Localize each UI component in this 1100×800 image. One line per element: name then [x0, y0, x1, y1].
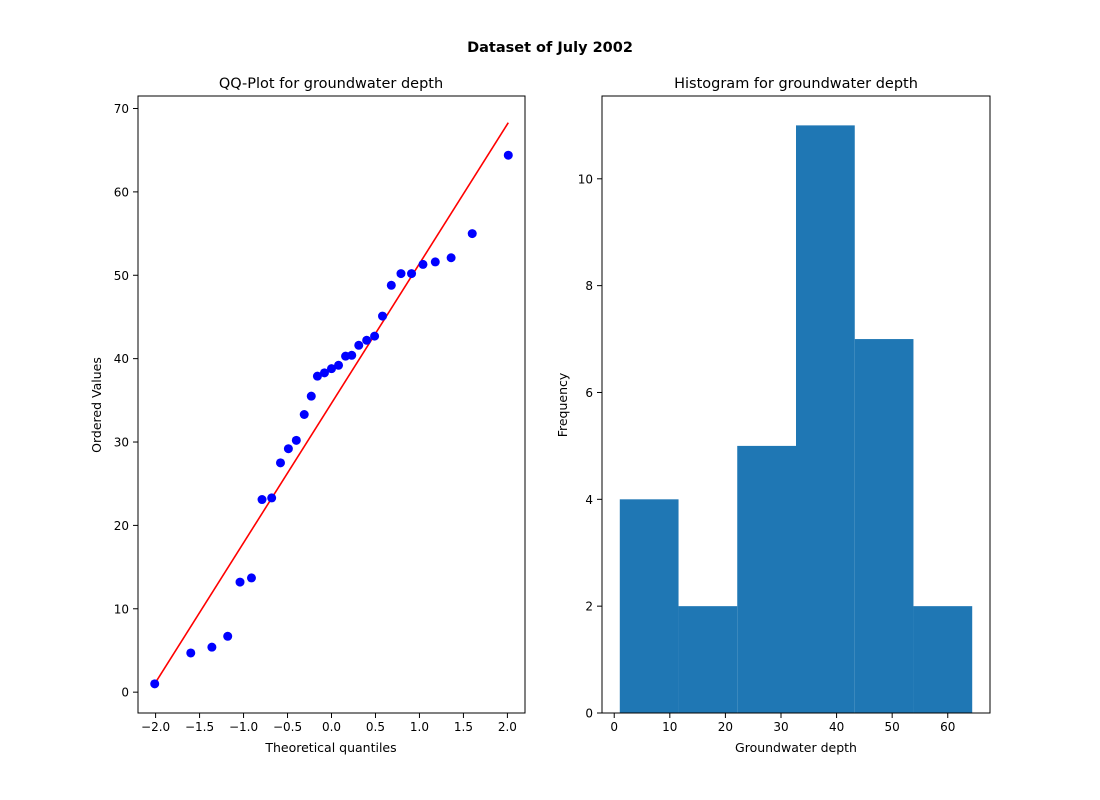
qq-point [396, 269, 406, 279]
qq-point [407, 269, 417, 279]
histogram-bar [913, 606, 973, 713]
histogram-y-tick-label: 10 [578, 172, 593, 186]
histogram-y-label: Frequency [555, 372, 570, 437]
qq-point [354, 340, 364, 350]
histogram-bar [678, 606, 738, 713]
qq-point [312, 371, 322, 381]
qq-plot-y-ticks: 0 10 20 30 40 50 60 70 [114, 102, 138, 700]
qq-plot-y-tick-label: 20 [114, 519, 129, 533]
histogram-y-tick-label: 4 [585, 493, 593, 507]
qq-plot-x-tick-label: −1.5 [185, 720, 214, 734]
qq-point [267, 493, 277, 503]
qq-point [150, 679, 160, 689]
qq-plot-marks [150, 122, 513, 689]
histogram-axes: Histogram for groundwater depth 0 10 20 30 4… [555, 76, 991, 755]
qq-plot-x-tick-label: 0.5 [366, 720, 385, 734]
qq-plot-x-tick-label: −0.5 [273, 720, 302, 734]
qq-point [334, 360, 344, 370]
qq-point [319, 368, 329, 378]
histogram-frame [601, 95, 991, 714]
histogram-x-tick-label: 0 [610, 720, 618, 734]
qq-point [223, 631, 233, 641]
qq-plot-x-ticks: −2.0 −1.5 −1.0 −0.5 0.0 0.5 1.0 1.5 2.0 [141, 713, 517, 734]
qq-plot-title: QQ-Plot for groundwater depth [219, 76, 443, 92]
histogram-bar [737, 445, 796, 713]
histogram-x-tick-label: 60 [940, 720, 955, 734]
qq-point [503, 150, 513, 160]
histogram-x-tick-label: 10 [662, 720, 677, 734]
qq-point [306, 391, 316, 401]
qq-point [235, 577, 245, 587]
histogram-x-tick-label: 50 [885, 720, 900, 734]
qq-fit-line [154, 122, 509, 685]
qq-point [275, 458, 285, 468]
histogram-x-tick-label: 30 [773, 720, 788, 734]
qq-plot-x-tick-label: −1.0 [229, 720, 258, 734]
qq-plot-y-label: Ordered Values [89, 357, 104, 453]
qq-plot-x-tick-label: 0.0 [322, 720, 341, 734]
histogram-y-tick-label: 8 [585, 279, 593, 293]
qq-point [299, 410, 309, 420]
qq-plot-x-tick-label: −2.0 [141, 720, 170, 734]
qq-plot-y-tick-label: 60 [114, 185, 129, 199]
qq-point [283, 444, 293, 454]
qq-point [186, 648, 196, 658]
qq-plot-y-tick-label: 70 [114, 102, 129, 116]
qq-plot-y-tick-label: 30 [114, 436, 129, 450]
qq-plot-x-label: Theoretical quantiles [264, 740, 396, 755]
qq-point [257, 495, 267, 505]
qq-point [467, 229, 477, 239]
qq-point [207, 642, 217, 652]
qq-point [246, 573, 256, 583]
histogram-bar [796, 125, 855, 713]
qq-plot-y-tick-label: 10 [114, 602, 129, 616]
histogram-title: Histogram for groundwater depth [674, 76, 918, 92]
qq-point [327, 364, 336, 374]
qq-point [446, 253, 456, 263]
qq-point [362, 335, 372, 345]
histogram-y-tick-label: 0 [585, 707, 593, 721]
histogram-x-tick-label: 20 [718, 720, 733, 734]
histogram-y-tick-label: 6 [585, 386, 593, 400]
histogram-bar [854, 339, 914, 713]
qq-plot-y-tick-label: 0 [121, 686, 129, 700]
histogram-x-ticks: 0 10 20 30 40 50 60 [610, 713, 955, 734]
qq-point [418, 259, 428, 269]
histogram-y-tick-label: 2 [585, 600, 593, 614]
qq-point [378, 311, 388, 321]
histogram-marks [619, 125, 973, 713]
qq-plot-x-tick-label: 2.0 [498, 720, 517, 734]
histogram-bar [619, 499, 679, 713]
qq-point [370, 331, 380, 341]
histogram-x-tick-label: 40 [829, 720, 844, 734]
qq-point [347, 350, 357, 360]
qq-plot-y-tick-label: 50 [114, 269, 129, 283]
qq-point [386, 280, 396, 290]
histogram-y-ticks: 0 2 4 6 8 10 [578, 172, 602, 721]
figure-suptitle: Dataset of July 2002 [467, 40, 633, 56]
qq-point [430, 257, 440, 267]
qq-plot-x-tick-label: 1.0 [410, 720, 429, 734]
qq-point [291, 435, 301, 445]
qq-plot-axes: QQ-Plot for groundwater depth −2.0 −1.5 −1… [89, 76, 526, 755]
histogram-x-label: Groundwater depth [735, 740, 857, 755]
qq-plot-y-tick-label: 40 [114, 352, 129, 366]
qq-plot-x-tick-label: 1.5 [454, 720, 473, 734]
